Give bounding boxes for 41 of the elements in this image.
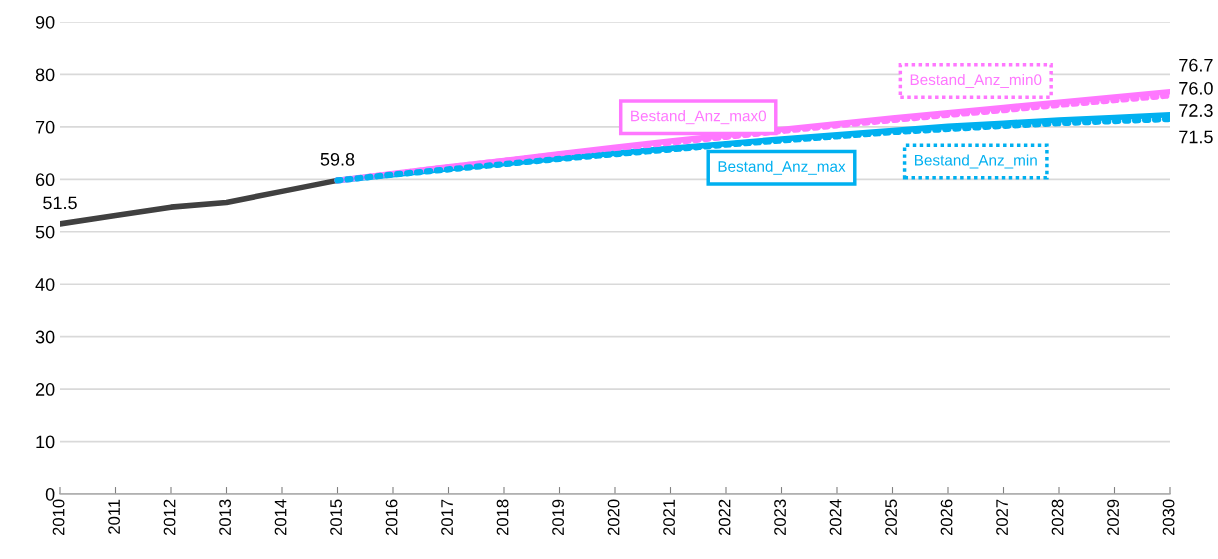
x-tick-label: 2018 (496, 499, 509, 536)
y-tick-label: 20 (35, 383, 55, 396)
x-tick-label: 2025 (885, 499, 897, 536)
x-tick-label: 2020 (607, 499, 620, 536)
y-tick-label: 90 (35, 15, 55, 29)
x-tick-label: 2026 (940, 499, 953, 536)
x-tick-label: 2022 (718, 499, 731, 536)
data-label: 76.7 (1179, 58, 1213, 72)
series-label: Bestand_Anz_min0 (910, 73, 1042, 88)
y-tick-label: 80 (35, 68, 55, 82)
y-tick-label: 60 (35, 173, 55, 187)
x-tick-label: 2029 (1107, 499, 1119, 536)
series-label: Bestand_Anz_max (718, 160, 846, 175)
data-label: 59.8 (320, 152, 355, 166)
x-tick-label: 2028 (1051, 499, 1064, 536)
y-tick-label: 30 (35, 330, 55, 344)
y-tick-label: 0 (45, 487, 55, 501)
series-label: Bestand_Anz_min (915, 154, 1037, 169)
y-tick-label: 40 (35, 278, 55, 291)
x-tick-label: 2019 (552, 499, 564, 536)
x-tick-label: 2017 (441, 499, 453, 536)
x-tick-label: 2030 (1162, 499, 1175, 536)
x-tick-label: 2013 (219, 499, 231, 536)
data-label: 72.3 (1179, 104, 1213, 117)
x-tick-label: 2015 (330, 499, 342, 536)
x-tick-label: 2012 (163, 499, 176, 536)
y-tick-label: 50 (35, 225, 55, 239)
data-label: 76.0 (1179, 81, 1213, 95)
x-tick-label: 2023 (774, 499, 786, 536)
x-tick-label: 2014 (274, 499, 287, 536)
x-tick-label: 2016 (385, 499, 398, 536)
x-tick-label: 2024 (829, 499, 842, 536)
x-tick-label: 2010 (52, 499, 65, 536)
x-tick-label: 2027 (996, 499, 1008, 536)
data-label: 71.5 (1179, 130, 1213, 144)
x-tick-label: 2021 (663, 499, 675, 536)
data-label: 51.5 (43, 196, 77, 210)
y-tick-label: 10 (36, 435, 55, 449)
x-tick-label: 2011 (108, 499, 120, 534)
y-tick-label: 70 (35, 120, 55, 134)
series-label: Bestand_Anz_max0 (631, 110, 767, 125)
